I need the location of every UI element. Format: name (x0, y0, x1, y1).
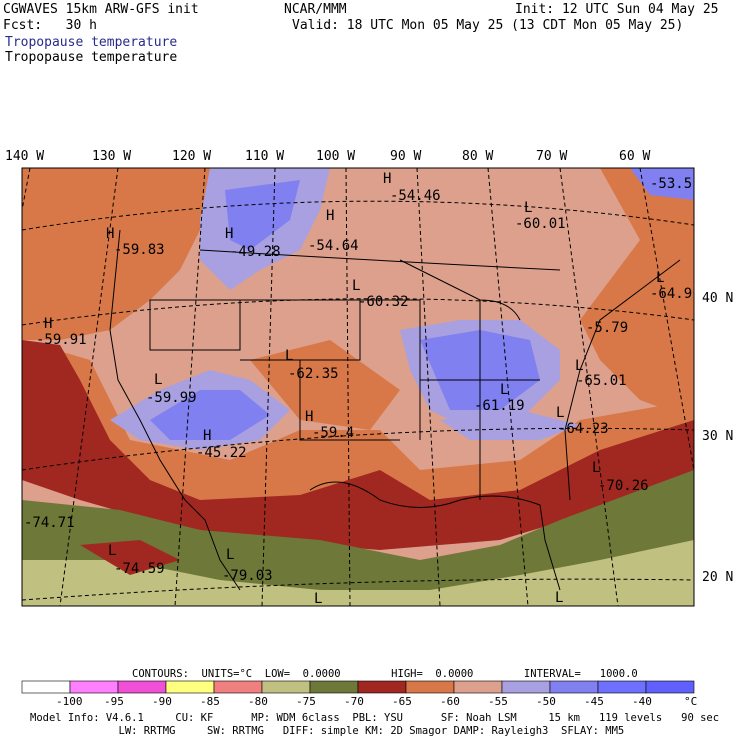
color-bar-swatch (21, 680, 71, 694)
lat-label: 30 N (702, 429, 734, 444)
map-marker-value: -64.9 (650, 286, 692, 302)
color-bar-swatch (309, 680, 359, 694)
color-bar-swatch (213, 680, 263, 694)
map-marker-letter: L (555, 590, 563, 606)
map-marker-value: -59.91 (36, 332, 87, 348)
model-info-line1: Model Info: V4.6.1 CU: KF MP: WDM 6class… (30, 712, 720, 724)
map-marker-value: -59.83 (114, 242, 165, 258)
model-info-line2: LW: RRTMG SW: RRTMG DIFF: simple KM: 2D … (30, 725, 625, 737)
color-bar-label: -80 (248, 695, 268, 708)
map-marker-value: -74.59 (114, 561, 165, 577)
map-marker-value: -79.03 (222, 568, 273, 584)
field-name-secondary: Tropopause temperature (5, 50, 178, 65)
color-bar-swatch (117, 680, 167, 694)
map-marker-value: -5.79 (586, 320, 628, 336)
map-marker-letter: L (524, 200, 532, 216)
map-marker-letter: L (556, 405, 564, 421)
color-bar-label: -70 (344, 695, 364, 708)
color-bar-swatch (69, 680, 119, 694)
map-marker-letter: H (383, 171, 391, 187)
lon-label: 130 W (92, 149, 132, 164)
map-marker-letter: L (314, 591, 322, 607)
color-bar-label: -100 (56, 695, 83, 708)
color-bar-label: -45 (584, 695, 604, 708)
color-bar-label: -50 (536, 695, 556, 708)
map-outlines (109, 229, 681, 591)
map-marker-letter: H (305, 409, 313, 425)
map-marker-letter: H (106, 226, 114, 242)
color-bar-label: °C (684, 695, 698, 708)
color-bar-label: -85 (200, 695, 220, 708)
color-bar-label: -95 (104, 695, 124, 708)
map-marker-letter: H (203, 428, 211, 444)
color-bar-label: -65 (392, 695, 412, 708)
color-bar-swatch (549, 680, 599, 694)
color-bar-swatch (501, 680, 551, 694)
color-bar-swatch (453, 680, 503, 694)
map-marker-value: -60.01 (515, 216, 566, 232)
color-bar-swatch (597, 680, 647, 694)
color-bar-swatch (645, 680, 695, 694)
map-marker-letter: L (154, 372, 162, 388)
map-marker-value: -62.35 (288, 366, 339, 382)
map-marker-value: -53.5 (650, 176, 692, 192)
map-marker-value: -65.01 (576, 373, 627, 389)
map-marker-letter: L (575, 358, 583, 374)
lat-label: 20 N (702, 570, 734, 585)
map-marker-value: -64.23 (558, 421, 609, 437)
lon-label: 110 W (245, 149, 285, 164)
lon-label: 60 W (619, 149, 651, 164)
temperature-field (22, 168, 694, 606)
lon-label: 80 W (462, 149, 494, 164)
color-bar-label: -60 (440, 695, 460, 708)
init-time: Init: 12 UTC Sun 04 May 25 (515, 2, 719, 17)
lon-label: 140 W (5, 149, 45, 164)
lat-label: 40 N (702, 291, 734, 306)
map-marker-letter: L (656, 270, 664, 286)
color-bar-swatch (261, 680, 311, 694)
map-frame (21, 167, 695, 607)
color-bar-label: -55 (488, 695, 508, 708)
forecast-hour: Fcst: 30 h (3, 18, 97, 33)
map-marker-letter: L (592, 460, 600, 476)
map-marker-value: -59.4 (312, 425, 354, 441)
field-name-primary: Tropopause temperature (5, 35, 178, 50)
color-bar-swatch (357, 680, 407, 694)
map-marker-letter: L (226, 547, 234, 563)
graticule (22, 168, 694, 606)
map-marker-letter: L (108, 543, 116, 559)
valid-time: Valid: 18 UTC Mon 05 May 25 (13 CDT Mon … (292, 18, 684, 33)
map-marker-letter: H (225, 226, 233, 242)
map-marker-value: -49.28 (230, 244, 281, 260)
color-bar-swatch (165, 680, 215, 694)
map-marker-value: -59.99 (146, 390, 197, 406)
map-marker-value: -60.32 (358, 294, 409, 310)
map-marker-letter: L (352, 278, 360, 294)
color-bar-label: -75 (296, 695, 316, 708)
map-marker-value: -45.22 (196, 445, 247, 461)
map-marker-value: -70.26 (598, 478, 649, 494)
color-bar-label: -90 (152, 695, 172, 708)
color-bar-label: -40 (632, 695, 652, 708)
map-marker-letter: H (326, 208, 334, 224)
contour-info: CONTOURS: UNITS=°C LOW= 0.0000 HIGH= 0.0… (132, 668, 638, 680)
pressure-markers: H -54.46 L -60.01 -53.5 H -59.83 H -49.2… (24, 171, 692, 607)
lon-label: 90 W (390, 149, 422, 164)
map-marker-value: -54.64 (308, 238, 359, 254)
map-marker-value: -61.19 (474, 398, 525, 414)
model-title: CGWAVES 15km ARW-GFS init (3, 2, 199, 17)
map-marker-letter: H (44, 316, 52, 332)
organization: NCAR/MMM (284, 2, 347, 17)
color-bar (21, 680, 695, 694)
lon-label: 70 W (536, 149, 568, 164)
map-marker-letter: L (500, 382, 508, 398)
map-marker-value: -54.46 (390, 188, 441, 204)
map-marker-value: -74.71 (24, 515, 75, 531)
lon-label: 100 W (316, 149, 356, 164)
color-bar-swatch (405, 680, 455, 694)
map-marker-letter: L (285, 348, 293, 364)
lon-label: 120 W (172, 149, 212, 164)
